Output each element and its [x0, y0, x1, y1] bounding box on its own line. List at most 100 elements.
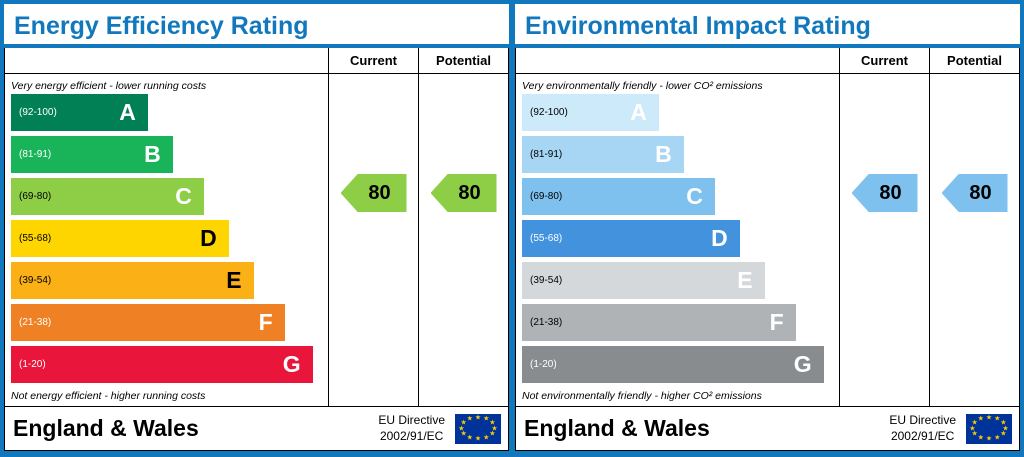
- environmental-current-rating-value: 80: [879, 181, 902, 204]
- energy-efficiency-table: Current Potential Very energy efficient …: [4, 48, 509, 451]
- band-letter-label: G: [282, 351, 301, 377]
- band-letter-label: G: [793, 351, 812, 377]
- band-range-label: (39-54): [19, 275, 52, 286]
- eu-star-icon: ★: [1002, 425, 1009, 432]
- eu-star-icon: ★: [994, 415, 1001, 423]
- environmental-current-column: 80: [839, 74, 929, 406]
- energy-potential-rating-value: 80: [458, 181, 481, 204]
- environmental-chart-body: Very environmentally friendly - lower CO…: [516, 74, 1019, 406]
- environmental-impact-title: Environmental Impact Rating: [515, 4, 1020, 48]
- environmental-potential-rating-value: 80: [969, 181, 992, 204]
- band-letter-label: B: [144, 141, 161, 167]
- environmental-footer: England & Wales EU Directive 2002/91/EC …: [516, 406, 1019, 450]
- band-letter-label: C: [686, 183, 703, 209]
- energy-current-column-header: Current: [328, 48, 418, 73]
- eu-star-icon: ★: [977, 415, 984, 423]
- energy-top-note: Very energy efficient - lower running co…: [11, 80, 207, 92]
- energy-chart-header-spacer: [5, 48, 328, 73]
- rating-band-e: (39-54) E: [11, 262, 254, 299]
- environmental-current-rating-arrow: 80: [851, 174, 918, 212]
- energy-eu-directive-label: EU Directive 2002/91/EC: [378, 412, 445, 443]
- band-range-label: (21-38): [530, 317, 563, 328]
- rating-band-d: (55-68) D: [522, 220, 740, 257]
- eu-star-icon: ★: [489, 430, 496, 438]
- band-range-label: (1-20): [19, 359, 46, 370]
- eu-star-icon: ★: [489, 419, 496, 427]
- environmental-bottom-note: Not environmentally friendly - higher CO…: [522, 390, 762, 402]
- rating-band-g: (1-20) G: [11, 346, 313, 383]
- eu-flag-icon: ★ ★ ★ ★ ★ ★ ★ ★ ★ ★ ★ ★: [455, 413, 501, 444]
- energy-bottom-note: Not energy efficient - higher running co…: [11, 390, 206, 402]
- rating-band-g: (1-20) G: [522, 346, 824, 383]
- rating-band-c: (69-80) C: [11, 178, 204, 215]
- energy-potential-column: 80: [418, 74, 508, 406]
- energy-band-chart: Very energy efficient - lower running co…: [5, 74, 328, 406]
- eu-star-icon: ★: [460, 419, 467, 427]
- eu-star-icon: ★: [971, 430, 978, 438]
- rating-band-a: (92-100) A: [11, 94, 148, 131]
- band-letter-label: F: [258, 309, 273, 335]
- eu-star-icon: ★: [985, 414, 993, 422]
- band-range-label: (69-80): [19, 191, 52, 202]
- eu-flag-icon: ★ ★ ★ ★ ★ ★ ★ ★ ★ ★ ★ ★: [966, 413, 1012, 444]
- environmental-current-column-header: Current: [839, 48, 929, 73]
- band-letter-label: E: [226, 267, 242, 293]
- eu-star-icon: ★: [483, 434, 490, 442]
- eu-star-icon: ★: [977, 434, 984, 442]
- band-letter-label: D: [711, 225, 728, 251]
- energy-current-rating-arrow: 80: [340, 174, 407, 212]
- eu-star-icon: ★: [969, 425, 976, 432]
- energy-region-label: England & Wales: [13, 415, 199, 441]
- rating-band-a: (92-100) A: [522, 94, 659, 131]
- energy-efficiency-title: Energy Efficiency Rating: [4, 4, 509, 48]
- band-range-label: (81-91): [19, 149, 52, 160]
- environmental-potential-column-header: Potential: [929, 48, 1019, 73]
- energy-header-row: Current Potential: [5, 48, 508, 74]
- energy-potential-rating-arrow: 80: [430, 174, 497, 212]
- environmental-header-row: Current Potential: [516, 48, 1019, 74]
- environmental-band-chart: Very environmentally friendly - lower CO…: [516, 74, 839, 406]
- environmental-potential-column: 80: [929, 74, 1019, 406]
- energy-potential-column-header: Potential: [418, 48, 508, 73]
- rating-band-f: (21-38) F: [11, 304, 285, 341]
- eu-star-icon: ★: [1000, 430, 1007, 438]
- band-letter-label: C: [175, 183, 192, 209]
- energy-efficiency-panel: Energy Efficiency Rating Current Potenti…: [4, 4, 509, 451]
- rating-band-f: (21-38) F: [522, 304, 796, 341]
- rating-band-e: (39-54) E: [522, 262, 765, 299]
- energy-chart-body: Very energy efficient - lower running co…: [5, 74, 508, 406]
- eu-star-icon: ★: [483, 415, 490, 423]
- rating-band-b: (81-91) B: [522, 136, 684, 173]
- band-letter-label: A: [119, 99, 136, 125]
- band-range-label: (81-91): [530, 149, 563, 160]
- eu-star-icon: ★: [971, 419, 978, 427]
- eu-star-icon: ★: [474, 414, 482, 422]
- eu-star-icon: ★: [994, 434, 1001, 442]
- energy-current-column: 80: [328, 74, 418, 406]
- band-range-label: (92-100): [530, 107, 568, 118]
- band-range-label: (21-38): [19, 317, 52, 328]
- band-range-label: (69-80): [530, 191, 563, 202]
- eu-star-icon: ★: [460, 430, 467, 438]
- band-letter-label: A: [630, 99, 647, 125]
- environmental-top-note: Very environmentally friendly - lower CO…: [522, 80, 763, 92]
- eu-star-icon: ★: [466, 434, 473, 442]
- band-range-label: (55-68): [19, 233, 52, 244]
- environmental-impact-table: Current Potential Very environmentally f…: [515, 48, 1020, 451]
- energy-current-rating-value: 80: [368, 181, 391, 204]
- environmental-potential-rating-arrow: 80: [941, 174, 1008, 212]
- energy-footer: England & Wales EU Directive 2002/91/EC …: [5, 406, 508, 450]
- eu-star-icon: ★: [474, 435, 482, 443]
- environmental-bands: (92-100) A (81-91) B (69-80) C (55-68) D (39-54)…: [522, 94, 833, 388]
- rating-band-d: (55-68) D: [11, 220, 229, 257]
- environmental-impact-panel: Environmental Impact Rating Current Pote…: [515, 4, 1020, 451]
- band-range-label: (92-100): [19, 107, 57, 118]
- environmental-region-label: England & Wales: [524, 415, 710, 441]
- band-range-label: (55-68): [530, 233, 563, 244]
- band-range-label: (39-54): [530, 275, 563, 286]
- rating-band-c: (69-80) C: [522, 178, 715, 215]
- band-letter-label: E: [737, 267, 753, 293]
- eu-star-icon: ★: [491, 425, 498, 432]
- band-letter-label: D: [200, 225, 217, 251]
